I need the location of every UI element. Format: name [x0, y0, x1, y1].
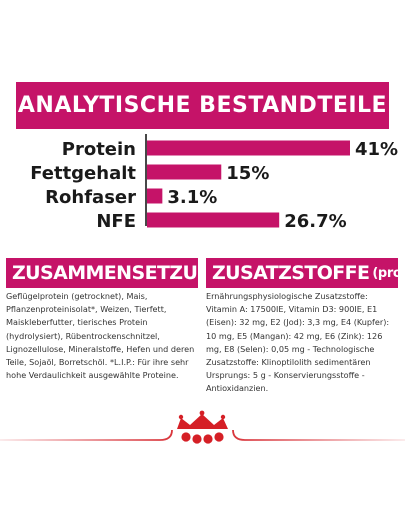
category-label: Fettgehalt — [30, 163, 136, 184]
bar — [147, 164, 222, 180]
royal-canin-crown-logo-icon — [177, 410, 228, 444]
analysis-title-banner: ANALYTISCHE BESTANDTEILE — [16, 82, 389, 129]
bar — [147, 212, 280, 228]
additives-text: Ernährungsphysiologische Zusatzstoffe: V… — [206, 291, 390, 394]
footer-line-left — [0, 429, 173, 441]
category-label: NFE — [96, 211, 136, 232]
composition-text: Geflügelprotein (getrocknet), Mais, Pfla… — [6, 291, 195, 381]
composition-header: ZUSAMMENSETZUNG — [6, 258, 198, 288]
bar — [147, 140, 350, 156]
additives-header: ZUSATZSTOFFE (pro kg) — [206, 258, 398, 288]
additives-header-label: ZUSATZSTOFFE — [212, 262, 370, 284]
value-label: 3.1% — [167, 187, 217, 208]
value-label: 41% — [355, 139, 398, 160]
analysis-title: ANALYTISCHE BESTANDTEILE — [17, 93, 388, 118]
value-label: 26.7% — [284, 211, 346, 232]
bar — [147, 188, 163, 204]
category-label: Rohfaser — [45, 187, 136, 208]
category-label: Protein — [62, 139, 136, 160]
additives-header-suffix: (pro kg) — [372, 265, 398, 281]
footer-logo-row — [0, 410, 405, 444]
composition-header-label: ZUSAMMENSETZUNG — [12, 262, 198, 284]
footer-line-right — [232, 429, 405, 441]
analysis-bar-chart: Protein 41% Fettgehalt 15% Rohfaser 3.1% NFE 26… — [30, 134, 398, 232]
value-label: 15% — [226, 163, 269, 184]
